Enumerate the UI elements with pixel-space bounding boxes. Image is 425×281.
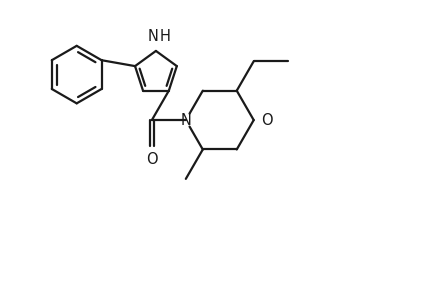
Text: N: N xyxy=(180,113,191,128)
Text: O: O xyxy=(146,151,158,167)
Text: H: H xyxy=(159,29,170,44)
Text: N: N xyxy=(147,29,158,44)
Text: O: O xyxy=(261,113,272,128)
